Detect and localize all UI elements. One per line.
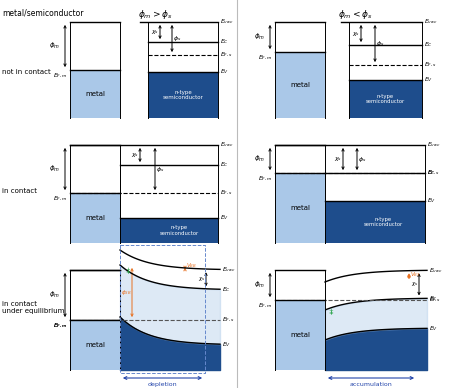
Text: $\phi_{SB}$: $\phi_{SB}$ bbox=[120, 288, 131, 297]
Bar bbox=[349, 80, 422, 118]
Text: $\phi_s$: $\phi_s$ bbox=[156, 165, 164, 173]
Text: $E_C$: $E_C$ bbox=[220, 161, 229, 170]
Text: n-type
semiconductor: n-type semiconductor bbox=[366, 94, 405, 104]
Text: +: + bbox=[126, 267, 130, 272]
Text: $E_V$: $E_V$ bbox=[424, 76, 433, 85]
Text: $\chi_s$: $\chi_s$ bbox=[198, 275, 205, 283]
Text: +: + bbox=[126, 270, 130, 275]
Text: $\phi_m$: $\phi_m$ bbox=[254, 154, 265, 164]
Bar bbox=[70, 70, 120, 118]
Text: n-type
semiconductor: n-type semiconductor bbox=[364, 217, 402, 227]
Text: $E_C$: $E_C$ bbox=[220, 38, 229, 47]
Bar bbox=[275, 52, 325, 118]
Text: in contact: in contact bbox=[2, 188, 37, 194]
Text: depletion: depletion bbox=[148, 382, 177, 387]
Text: $E_{vac}$: $E_{vac}$ bbox=[427, 140, 440, 149]
Text: $E_V$: $E_V$ bbox=[222, 340, 231, 348]
Text: $E_V$: $E_V$ bbox=[427, 197, 436, 206]
Text: $V_{BB}$: $V_{BB}$ bbox=[186, 261, 197, 270]
Text: $E_{F,s}$: $E_{F,s}$ bbox=[222, 316, 235, 324]
Text: in contact
under equilibrium: in contact under equilibrium bbox=[2, 301, 64, 315]
Text: $\phi_s$: $\phi_s$ bbox=[173, 34, 182, 43]
Bar bbox=[349, 45, 422, 80]
Bar bbox=[325, 201, 425, 243]
Text: $\chi_s$: $\chi_s$ bbox=[334, 155, 342, 163]
Text: $E_C$: $E_C$ bbox=[429, 294, 438, 303]
Text: $E_C$: $E_C$ bbox=[424, 41, 433, 49]
Text: $E_{F,m}$: $E_{F,m}$ bbox=[53, 195, 68, 203]
Text: metal: metal bbox=[85, 215, 105, 221]
Text: $E_{F,m}$: $E_{F,m}$ bbox=[258, 54, 273, 62]
Text: $\phi_m$: $\phi_m$ bbox=[254, 32, 265, 42]
Bar bbox=[70, 320, 120, 370]
Text: $\phi_s$: $\phi_s$ bbox=[376, 39, 384, 48]
Text: $E_{vac}$: $E_{vac}$ bbox=[220, 17, 234, 26]
Text: $\phi_m$: $\phi_m$ bbox=[254, 280, 265, 290]
Text: $E_{F,m}$: $E_{F,m}$ bbox=[258, 302, 273, 310]
Text: +: + bbox=[126, 268, 130, 274]
Text: $E_V$: $E_V$ bbox=[220, 68, 229, 76]
Text: $\chi_s$: $\chi_s$ bbox=[352, 29, 360, 38]
Text: metal: metal bbox=[290, 82, 310, 88]
Text: metal: metal bbox=[290, 332, 310, 338]
Text: $E_{F,s}$: $E_{F,s}$ bbox=[220, 51, 233, 59]
Text: $\phi_m$: $\phi_m$ bbox=[49, 164, 60, 174]
Text: $E_V$: $E_V$ bbox=[220, 213, 229, 222]
Text: $E_{F,m}$: $E_{F,m}$ bbox=[258, 175, 273, 183]
Text: metal: metal bbox=[290, 205, 310, 211]
Text: $\phi_s$: $\phi_s$ bbox=[358, 154, 366, 163]
Text: +: + bbox=[328, 312, 333, 317]
Bar bbox=[275, 173, 325, 243]
Text: $E_{vac}$: $E_{vac}$ bbox=[220, 140, 234, 149]
Bar bbox=[70, 193, 120, 243]
Text: $E_{F,s}$: $E_{F,s}$ bbox=[220, 189, 233, 197]
Text: $V_{B3}$: $V_{B3}$ bbox=[410, 270, 420, 279]
Text: $E_{vac}$: $E_{vac}$ bbox=[222, 265, 236, 274]
Text: $E_C$: $E_C$ bbox=[427, 168, 436, 177]
Text: accumulation: accumulation bbox=[350, 382, 392, 387]
Text: metal: metal bbox=[85, 91, 105, 97]
Text: $E_{F,m}$: $E_{F,m}$ bbox=[53, 72, 68, 80]
Text: $E_{F,m}$: $E_{F,m}$ bbox=[53, 322, 68, 330]
Text: +: + bbox=[328, 308, 333, 314]
Text: metal: metal bbox=[85, 342, 105, 348]
Text: $E_{F,s}$: $E_{F,s}$ bbox=[427, 169, 440, 177]
Text: $\chi_s$: $\chi_s$ bbox=[131, 151, 139, 159]
Bar bbox=[275, 300, 325, 370]
Text: $E_{F,s}$: $E_{F,s}$ bbox=[424, 61, 437, 69]
Text: $E_{vac}$: $E_{vac}$ bbox=[429, 266, 443, 275]
Text: $\chi_s$: $\chi_s$ bbox=[410, 281, 418, 288]
Bar bbox=[148, 72, 218, 118]
Text: metal: metal bbox=[85, 342, 105, 348]
Text: $E_C$: $E_C$ bbox=[222, 285, 231, 294]
Bar bbox=[148, 42, 218, 72]
Bar bbox=[70, 320, 120, 370]
Text: n-type
semiconductor: n-type semiconductor bbox=[159, 225, 199, 236]
Text: $E_{f,s}$: $E_{f,s}$ bbox=[429, 296, 441, 304]
Text: $\phi_m$: $\phi_m$ bbox=[49, 290, 60, 300]
Text: not in contact: not in contact bbox=[2, 69, 51, 75]
Text: $\chi_s$: $\chi_s$ bbox=[151, 28, 159, 36]
Text: $\phi_m$: $\phi_m$ bbox=[49, 41, 60, 51]
Text: $E_{vac}$: $E_{vac}$ bbox=[424, 17, 438, 26]
Text: n-type
semiconductor: n-type semiconductor bbox=[163, 90, 203, 100]
Text: metal/semiconductor: metal/semiconductor bbox=[2, 8, 83, 17]
Bar bbox=[120, 218, 218, 243]
Text: $\phi_m < \phi_s$: $\phi_m < \phi_s$ bbox=[338, 8, 372, 21]
Text: $E_{F,m}$: $E_{F,m}$ bbox=[53, 322, 68, 330]
Text: $\phi_m > \phi_s$: $\phi_m > \phi_s$ bbox=[138, 8, 172, 21]
Text: $E_V$: $E_V$ bbox=[429, 324, 438, 333]
Text: +: + bbox=[328, 310, 333, 315]
